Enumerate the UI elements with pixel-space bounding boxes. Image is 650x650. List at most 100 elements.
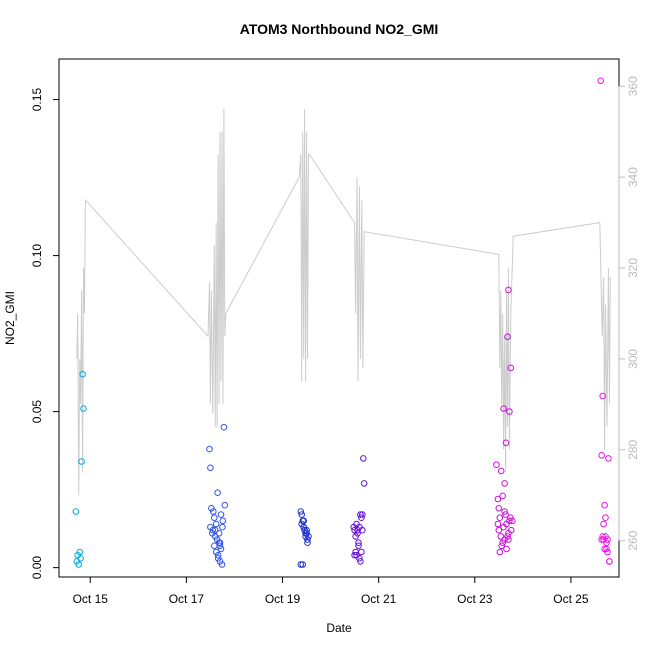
secondary-series-line <box>76 108 611 496</box>
data-point <box>217 511 225 518</box>
data-point <box>496 548 504 556</box>
data-point <box>355 542 362 550</box>
data-point <box>354 530 361 537</box>
data-point <box>214 551 222 559</box>
data-point <box>501 508 508 515</box>
data-point <box>211 514 218 522</box>
data-point <box>602 514 609 522</box>
data-point <box>355 539 362 547</box>
points-layer <box>72 77 613 568</box>
data-point <box>497 467 505 475</box>
data-point <box>496 514 504 522</box>
data-point <box>505 286 512 294</box>
chart-title: ATOM3 Northbound NO2_GMI <box>240 21 439 37</box>
data-point <box>215 530 223 537</box>
data-point <box>503 545 510 553</box>
secondary-y-tick-label: 360 <box>626 76 640 96</box>
data-point <box>220 423 228 431</box>
data-point <box>206 445 213 453</box>
y-axis-label: NO2_GMI <box>3 291 17 345</box>
data-point <box>300 523 308 531</box>
data-point <box>357 558 364 565</box>
data-point <box>214 489 221 497</box>
data-point <box>75 561 82 568</box>
data-point <box>219 517 227 525</box>
data-point <box>352 548 359 556</box>
data-point <box>508 526 515 534</box>
data-point <box>212 548 220 556</box>
data-point <box>300 517 308 525</box>
data-point <box>603 539 610 547</box>
data-point <box>303 530 310 537</box>
data-point <box>207 523 214 531</box>
data-point <box>359 511 366 518</box>
data-point <box>499 492 507 500</box>
data-point <box>501 480 508 487</box>
data-point <box>606 558 613 565</box>
data-point <box>493 461 500 469</box>
data-point <box>495 505 503 512</box>
data-point <box>76 548 83 556</box>
data-point <box>79 370 86 378</box>
data-point <box>357 511 364 518</box>
data-point <box>351 551 358 559</box>
y-tick-label: 0.00 <box>30 556 44 580</box>
data-point <box>599 392 607 400</box>
x-tick-label: Oct 23 <box>457 592 493 606</box>
data-point <box>498 542 506 550</box>
data-point <box>504 533 511 540</box>
secondary-y-axis: 260 280 300 320 340 360 <box>618 76 640 551</box>
secondary-y-tick-label: 320 <box>626 258 640 278</box>
data-point <box>298 511 306 518</box>
y-tick-label: 0.10 <box>30 244 44 268</box>
data-point <box>497 533 505 540</box>
secondary-line-layer <box>76 108 611 496</box>
secondary-y-tick-label: 260 <box>626 530 640 550</box>
x-axis: Oct 15 Oct 17 Oct 19 Oct 21 Oct 23 Oct 25 <box>73 576 589 606</box>
data-point <box>605 455 612 462</box>
data-point <box>598 536 606 543</box>
data-point <box>297 561 305 568</box>
data-point <box>500 523 507 531</box>
data-point <box>600 520 607 528</box>
data-point <box>500 405 507 412</box>
x-tick-label: Oct 21 <box>361 592 397 606</box>
data-point <box>359 526 366 534</box>
data-point <box>601 545 608 553</box>
data-point <box>297 508 305 515</box>
data-point <box>506 408 513 415</box>
data-point <box>217 545 225 553</box>
data-point <box>80 405 87 412</box>
data-point <box>502 511 509 518</box>
data-point <box>219 523 226 531</box>
secondary-y-tick-label: 280 <box>626 439 640 459</box>
secondary-y-tick-label: 340 <box>626 167 640 187</box>
data-point <box>304 539 311 547</box>
x-tick-label: Oct 17 <box>169 592 205 606</box>
data-point <box>506 517 513 525</box>
data-point <box>601 501 608 509</box>
data-point <box>208 505 215 512</box>
data-point <box>505 536 512 543</box>
y-tick-label: 0.15 <box>30 88 44 112</box>
data-point <box>494 520 502 528</box>
data-point <box>211 542 218 550</box>
data-point <box>210 508 217 515</box>
data-point <box>304 536 311 543</box>
data-point <box>77 555 84 562</box>
data-point <box>216 539 224 547</box>
data-point <box>504 333 511 341</box>
data-point <box>302 533 309 540</box>
data-point <box>599 533 607 540</box>
data-point <box>603 545 610 553</box>
data-point <box>78 458 85 465</box>
y-tick-label: 0.05 <box>30 400 44 424</box>
data-point <box>212 520 220 528</box>
secondary-y-tick-label: 300 <box>626 349 640 369</box>
y-axis: 0.00 0.05 0.10 0.15 <box>30 88 60 580</box>
data-point <box>597 77 605 85</box>
x-axis-label: Date <box>326 621 352 635</box>
x-tick-label: Oct 15 <box>73 592 109 606</box>
x-tick-label: Oct 25 <box>553 592 589 606</box>
